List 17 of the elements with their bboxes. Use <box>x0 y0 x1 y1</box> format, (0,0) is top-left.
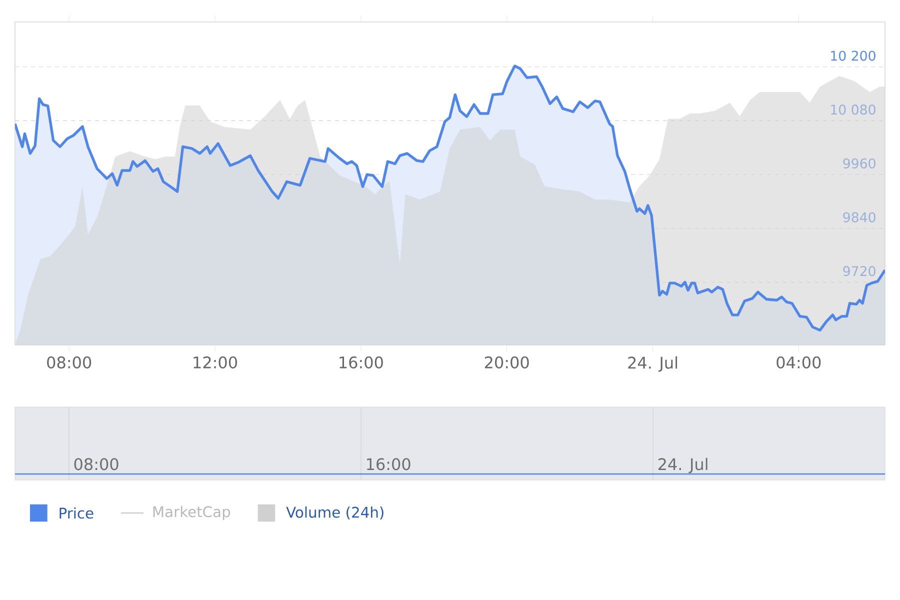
x-tick-label: 24. Jul <box>628 356 678 372</box>
x-tick-label: 04:00 <box>776 356 821 368</box>
y-tick-label: 9960 <box>843 158 876 168</box>
legend-label: MarketCap <box>153 506 230 520</box>
text: 24. Jul <box>658 458 708 474</box>
legend-label: Volume (24h) <box>286 506 384 520</box>
x-tick-label: 12:00 <box>194 356 238 368</box>
x-tick-label: 08:00 <box>47 356 92 368</box>
text: 08:00 <box>74 458 118 470</box>
y-tick-label: 9720 <box>843 266 876 276</box>
y-tick-label: 10 200 <box>831 50 876 61</box>
y-tick-label: 9840 <box>843 212 876 222</box>
y-tick-label: 10 080 <box>831 104 876 115</box>
text: 16:00 <box>367 458 410 470</box>
x-tick-label: 20:00 <box>484 356 529 368</box>
x-tick-label: 16:00 <box>340 356 383 368</box>
legend-label: Price <box>60 507 94 519</box>
